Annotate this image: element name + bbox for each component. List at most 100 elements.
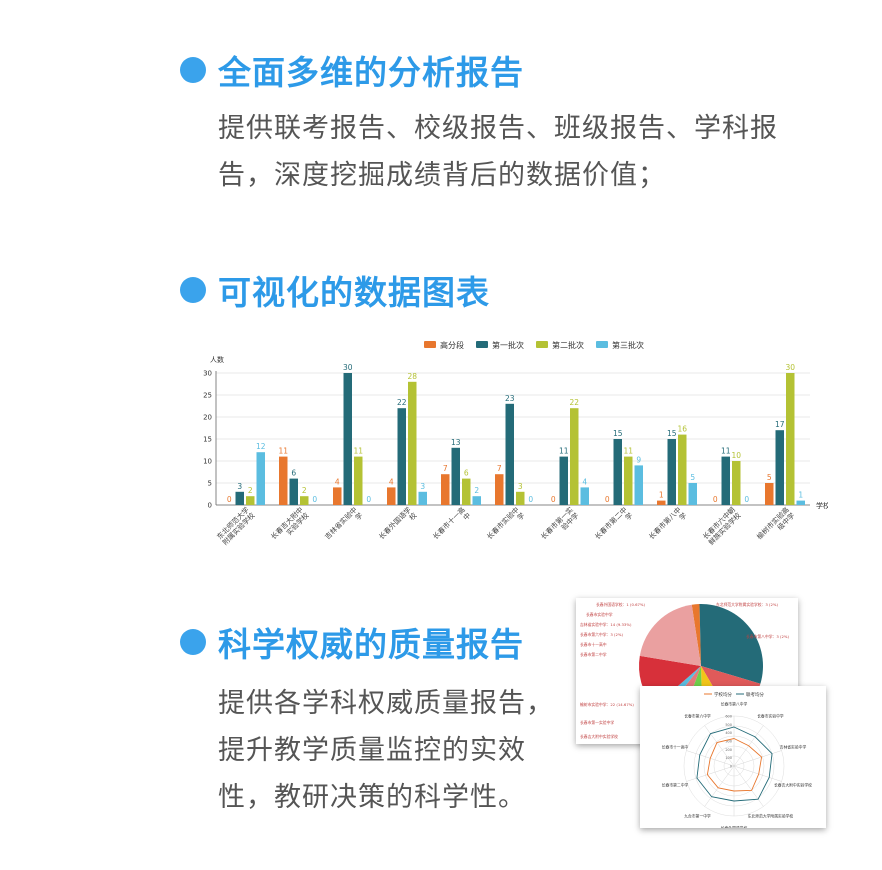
x-tick-label: 学 bbox=[353, 511, 364, 522]
section-title-charts: 可视化的数据图表 bbox=[180, 266, 490, 314]
data-label: 2 bbox=[248, 486, 253, 495]
bar bbox=[657, 500, 666, 505]
data-label: 2 bbox=[302, 486, 307, 495]
data-label: 22 bbox=[397, 398, 407, 407]
radar-axis-label: 长春外国语学校 bbox=[721, 826, 748, 829]
section-title-quality: 科学权威的质量报告 bbox=[180, 618, 524, 666]
pie-label: 长春外国语学校：1 (0.67%) bbox=[596, 602, 646, 607]
bar bbox=[333, 487, 342, 505]
bar bbox=[441, 474, 450, 505]
data-label: 0 bbox=[605, 495, 610, 504]
x-tick-label: 长春市十一高 bbox=[431, 505, 467, 541]
y-tick-label: 20 bbox=[203, 414, 212, 422]
radar-spoke bbox=[704, 765, 735, 807]
radar-spoke bbox=[733, 765, 782, 782]
radar-chart: 学校均分 联考均分长春市第八中学长春市实验中学吉林省实验中学长春吉大附中实验学校东… bbox=[662, 691, 812, 831]
bar bbox=[408, 381, 417, 505]
data-label: 0 bbox=[227, 495, 232, 504]
data-label: 17 bbox=[775, 420, 785, 429]
data-label: 3 bbox=[518, 482, 523, 491]
x-axis-label: 学校 bbox=[816, 501, 828, 510]
radar-spoke bbox=[733, 750, 782, 767]
x-tick-label-group: 长春市第一实验中学 bbox=[539, 505, 581, 541]
data-label: 0 bbox=[312, 495, 317, 504]
bar bbox=[387, 487, 396, 505]
bullet-dot-icon bbox=[180, 277, 206, 303]
data-label: 7 bbox=[443, 464, 448, 473]
bar bbox=[667, 439, 676, 505]
data-label: 3 bbox=[237, 482, 242, 491]
bar bbox=[796, 500, 805, 505]
section-title-text: 可视化的数据图表 bbox=[218, 273, 490, 312]
section-title-text: 科学权威的质量报告 bbox=[218, 625, 524, 664]
data-label: 1 bbox=[798, 491, 803, 500]
bar bbox=[289, 478, 298, 505]
legend-swatch bbox=[536, 341, 548, 348]
section-title-analysis: 全面多维的分析报告 bbox=[180, 46, 524, 94]
bar bbox=[775, 430, 784, 505]
data-label: 0 bbox=[551, 495, 556, 504]
y-axis-label: 人数 bbox=[210, 355, 224, 364]
data-label: 4 bbox=[582, 477, 587, 486]
description-line: 告，深度挖掘成绩背后的数据价值； bbox=[218, 160, 666, 191]
radar-chart-thumbnail: 学校均分 联考均分 长春市第八中学 长春市实验中学 吉林省实验中学 长春吉大附中实验学校东… bbox=[640, 686, 826, 831]
pie-label: 长春市第六中学：3 (2%) bbox=[580, 632, 624, 637]
legend-swatch bbox=[476, 341, 488, 348]
description-line: 提供联考报告、校级报告、班级报告、学科报 bbox=[218, 113, 778, 144]
radar-axis-label: 长春市第六中学 bbox=[684, 713, 711, 718]
bar bbox=[505, 403, 514, 505]
bar bbox=[732, 461, 741, 505]
legend-label: 学校均分 bbox=[714, 691, 732, 698]
radar-tick-label: 500 bbox=[725, 723, 732, 727]
radar-axis-label: 长春市十一高中 bbox=[662, 744, 689, 749]
radar-axis-label: 长春吉大附中实验学校 bbox=[774, 783, 812, 788]
data-label: 11 bbox=[721, 447, 731, 456]
bullet-dot-icon bbox=[180, 57, 206, 83]
data-label: 28 bbox=[407, 372, 417, 381]
bar bbox=[418, 491, 427, 505]
data-label: 15 bbox=[613, 429, 623, 438]
bar bbox=[688, 483, 697, 505]
radar-axis-label: 长春市实验中学 bbox=[757, 713, 784, 718]
bar bbox=[246, 496, 255, 505]
y-tick-label: 5 bbox=[208, 480, 212, 488]
radar-series-avg bbox=[696, 726, 773, 802]
legend-label: 联考均分 bbox=[746, 691, 764, 698]
bar bbox=[462, 478, 471, 505]
bar bbox=[472, 496, 481, 505]
data-label: 16 bbox=[677, 425, 687, 434]
x-tick-label-group: 长春市十一高中 bbox=[431, 505, 473, 541]
radar-spoke bbox=[704, 725, 735, 767]
bar bbox=[516, 491, 525, 505]
x-tick-label: 长春市第八中 bbox=[647, 505, 683, 541]
y-tick-label: 25 bbox=[203, 392, 212, 400]
radar-tick-label: 300 bbox=[725, 740, 732, 744]
bar bbox=[624, 456, 633, 505]
data-label: 11 bbox=[623, 447, 633, 456]
bar bbox=[786, 373, 795, 505]
bar bbox=[300, 496, 309, 505]
data-label: 11 bbox=[559, 447, 569, 456]
data-label: 23 bbox=[505, 394, 515, 403]
radar-axis-label: 九台市第一中学 bbox=[684, 814, 711, 819]
data-label: 5 bbox=[690, 473, 695, 482]
pie-label: 长春市第八中学：3 (2%) bbox=[746, 634, 790, 639]
data-label: 15 bbox=[667, 429, 677, 438]
bar bbox=[451, 447, 460, 505]
x-tick-label-group: 东北师范大学附属实验学校 bbox=[215, 505, 257, 547]
y-tick-label: 10 bbox=[203, 458, 212, 466]
data-label: 30 bbox=[785, 363, 795, 372]
data-label: 0 bbox=[713, 495, 718, 504]
data-label: 22 bbox=[569, 398, 579, 407]
x-tick-label-group: 长春市第八中学 bbox=[647, 505, 689, 541]
data-label: 4 bbox=[335, 477, 340, 486]
radar-tick-label: 600 bbox=[725, 715, 732, 719]
radar-spoke bbox=[733, 765, 764, 807]
y-tick-label: 0 bbox=[208, 502, 212, 510]
bar bbox=[678, 434, 687, 505]
data-label: 12 bbox=[256, 442, 266, 451]
data-label: 0 bbox=[528, 495, 533, 504]
data-label: 0 bbox=[744, 495, 749, 504]
